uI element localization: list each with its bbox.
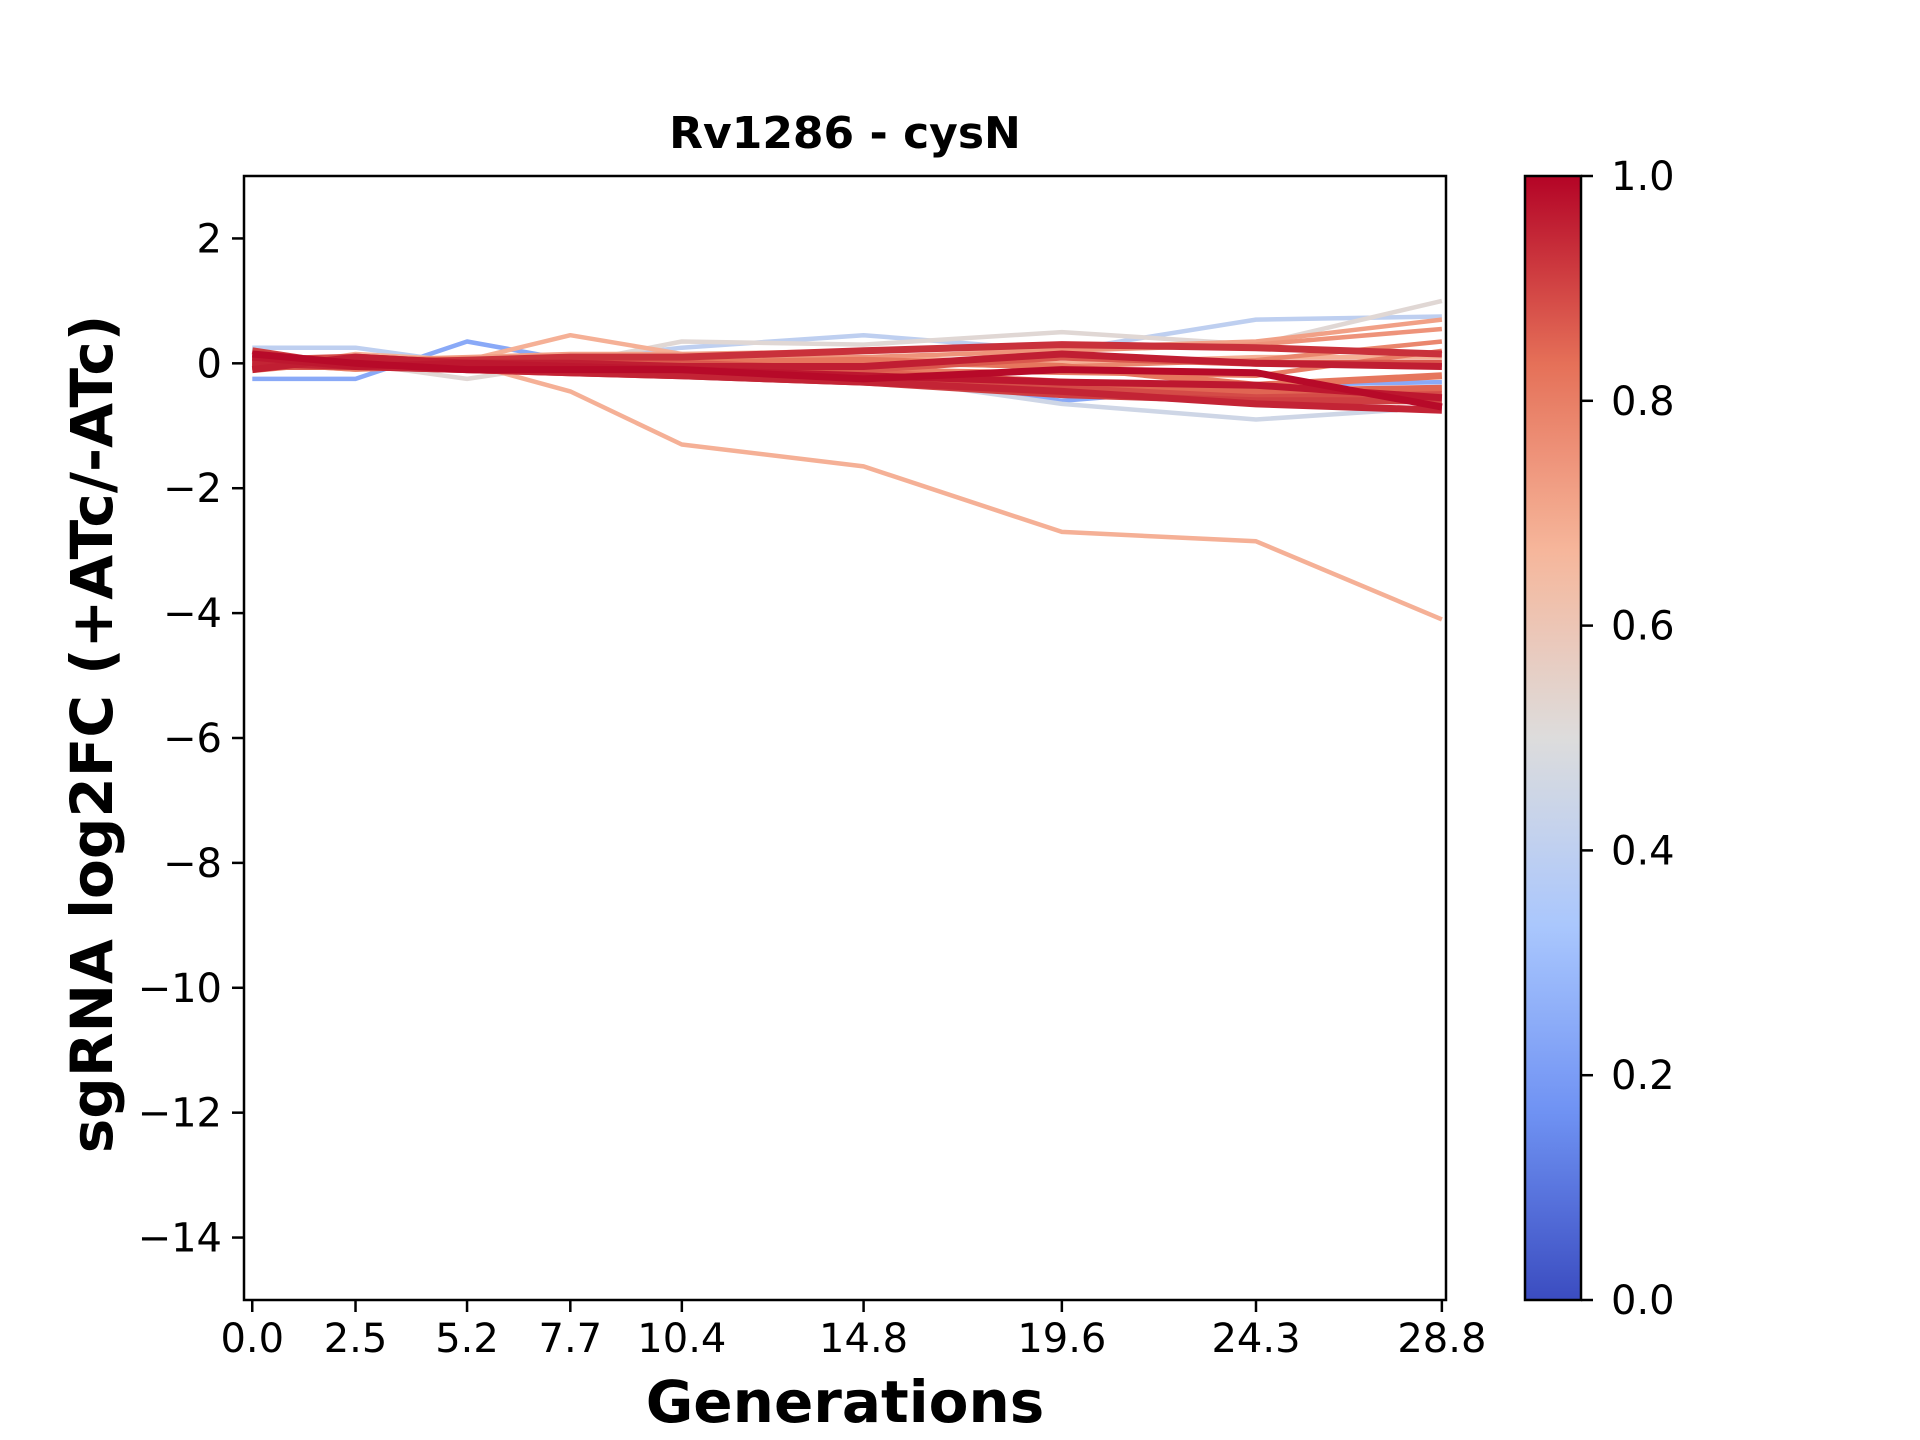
y-tick-label: −10 [138, 966, 222, 1012]
x-tick-label: 10.4 [637, 1316, 726, 1362]
y-tick-label: −8 [163, 841, 222, 887]
x-axis-label: Generations [646, 1368, 1045, 1436]
colorbar-tick-label: 0.0 [1611, 1278, 1675, 1324]
colorbar-axis: 0.0 0.2 0.4 0.6 0.8 1.0 [1581, 154, 1675, 1324]
y-tick-label: −2 [163, 466, 222, 512]
series-line-20 [251, 350, 1443, 411]
y-tick-label: −12 [138, 1091, 222, 1137]
x-tick-label: 2.5 [324, 1316, 388, 1362]
x-tick-label: 24.3 [1211, 1316, 1300, 1362]
y-tick-label: 0 [197, 341, 222, 387]
colorbar-tick-label: 1.0 [1611, 154, 1675, 200]
y-tick-label: −6 [163, 716, 222, 762]
colorbar-tick-label: 0.4 [1611, 828, 1675, 874]
x-tick-label: 14.8 [819, 1316, 908, 1362]
x-axis: 0.0 2.5 5.2 7.7 10.4 14.8 19.6 24.3 28.8 [220, 1300, 1486, 1362]
x-tick-label: 0.0 [220, 1316, 284, 1362]
y-tick-label: 2 [197, 216, 222, 262]
colorbar-tick-label: 0.8 [1611, 379, 1675, 425]
y-axis: 2 0 −2 −4 −6 −8 −10 −12 −14 [138, 216, 244, 1262]
series-line-4 [252, 314, 1442, 366]
colorbar-tick-label: 0.2 [1611, 1053, 1675, 1099]
colorbar [1523, 174, 1583, 1302]
y-tick-label: −4 [163, 591, 222, 637]
chart-title: Rv1286 - cysN [669, 108, 1021, 159]
x-tick-label: 28.8 [1397, 1316, 1486, 1362]
x-tick-label: 5.2 [435, 1316, 499, 1362]
y-axis-label: sgRNA log2FC (+ATc/-ATc) [58, 315, 126, 1153]
series-lines [251, 298, 1443, 622]
colorbar-tick-label: 0.6 [1611, 604, 1675, 650]
x-tick-label: 19.6 [1017, 1316, 1106, 1362]
y-tick-label: −14 [138, 1216, 222, 1262]
x-tick-label: 7.7 [539, 1316, 603, 1362]
